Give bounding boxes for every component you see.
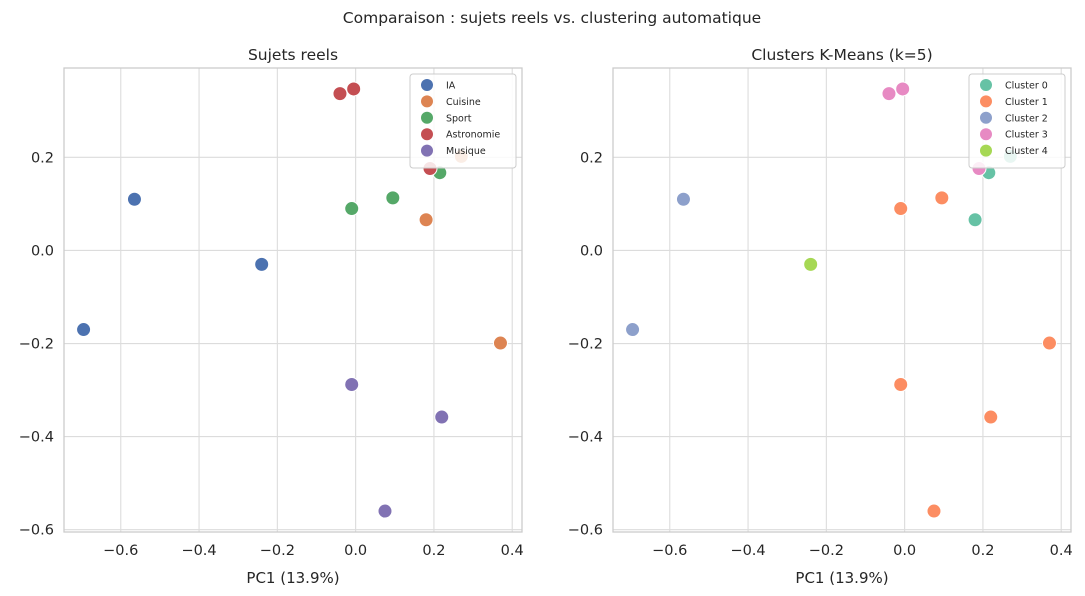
y-tick-label: 0.0 xyxy=(580,243,603,259)
legend-label: Cluster 2 xyxy=(1005,113,1048,124)
data-point xyxy=(926,503,942,519)
x-tick-label: −0.2 xyxy=(809,543,844,559)
x-tick-label: −0.6 xyxy=(652,543,687,559)
legend-marker xyxy=(421,128,433,141)
y-tick-label: −0.2 xyxy=(19,337,54,353)
data-point xyxy=(126,191,142,207)
data-point xyxy=(983,409,999,425)
x-tick-label: 0.2 xyxy=(422,543,445,559)
x-tick-label: −0.4 xyxy=(730,543,765,559)
data-point xyxy=(385,190,401,206)
legend-marker xyxy=(421,79,433,91)
data-point xyxy=(344,376,360,392)
y-tick-label: −0.2 xyxy=(568,337,603,353)
x-axis-label: PC1 (13.9%) xyxy=(246,569,339,587)
legend-marker xyxy=(980,144,992,157)
data-point xyxy=(625,322,641,338)
plot-frame xyxy=(63,67,523,533)
y-tick-label: 0.2 xyxy=(580,150,603,166)
data-point xyxy=(76,322,92,338)
legend-marker xyxy=(421,111,433,124)
data-point xyxy=(803,256,819,272)
data-point xyxy=(492,335,508,351)
chart-title: Sujets reels xyxy=(248,46,338,64)
data-point xyxy=(934,190,950,206)
data-point xyxy=(967,212,983,228)
legend: Cluster 0 Cluster 1 Cluster 2 Cluster 3 Clus… xyxy=(968,73,1066,169)
figure-title: Comparaison : sujets reels vs. clusterin… xyxy=(343,9,761,27)
y-tick-label: 0.0 xyxy=(31,243,54,259)
legend-label: Cuisine xyxy=(446,97,481,108)
legend-box xyxy=(409,73,517,169)
legend-box xyxy=(968,73,1066,169)
plot-frame xyxy=(612,67,1072,533)
data-point xyxy=(254,256,270,272)
data-point xyxy=(332,86,348,102)
data-point xyxy=(434,409,450,425)
data-point xyxy=(344,201,360,217)
legend-marker xyxy=(980,111,992,124)
y-tick-label: −0.4 xyxy=(19,430,54,446)
data-point xyxy=(881,86,897,102)
y-tick-label: −0.4 xyxy=(568,430,603,446)
x-tick-label: −0.6 xyxy=(103,543,138,559)
x-axis-label: PC1 (13.9%) xyxy=(795,569,888,587)
x-tick-label: 0.2 xyxy=(971,543,994,559)
legend-marker xyxy=(980,79,992,91)
chart-panel-2: −0.6 −0.4 −0.2 0.0 0.2 0.4 −0.6 −0.4 −0.2 0.0 0.2 C… xyxy=(568,46,1073,587)
legend-label: IA xyxy=(446,81,456,92)
legend-label: Cluster 0 xyxy=(1005,81,1048,92)
legend-marker xyxy=(980,128,992,141)
legend-marker xyxy=(421,95,433,108)
x-tick-label: 0.4 xyxy=(1050,543,1073,559)
data-point xyxy=(346,81,362,97)
y-tick-label: −0.6 xyxy=(568,523,603,539)
y-tick-label: 0.2 xyxy=(31,150,54,166)
y-tick-label: −0.6 xyxy=(19,523,54,539)
x-tick-label: −0.4 xyxy=(181,543,216,559)
chart-title: Clusters K-Means (k=5) xyxy=(751,46,932,64)
legend-marker xyxy=(421,144,433,157)
chart-panel-1: −0.6 −0.4 −0.2 0.0 0.2 0.4 −0.6 −0.4 −0.2 0.0 0.2 S… xyxy=(19,46,524,587)
legend: IA Cuisine Sport Astronomie Musique xyxy=(409,73,517,169)
data-point xyxy=(895,81,911,97)
data-point xyxy=(675,191,691,207)
legend-label: Sport xyxy=(446,113,472,124)
data-point xyxy=(893,201,909,217)
legend-label: Cluster 4 xyxy=(1005,146,1048,157)
x-tick-label: 0.0 xyxy=(344,543,367,559)
data-point xyxy=(418,212,434,228)
data-point xyxy=(1041,335,1057,351)
x-tick-label: 0.4 xyxy=(501,543,524,559)
data-point xyxy=(377,503,393,519)
legend-marker xyxy=(980,95,992,108)
legend-label: Astronomie xyxy=(446,130,500,141)
legend-label: Musique xyxy=(446,146,486,157)
legend-label: Cluster 3 xyxy=(1005,130,1048,141)
data-point xyxy=(893,376,909,392)
x-tick-label: 0.0 xyxy=(893,543,916,559)
legend-label: Cluster 1 xyxy=(1005,97,1048,108)
x-tick-label: −0.2 xyxy=(260,543,295,559)
